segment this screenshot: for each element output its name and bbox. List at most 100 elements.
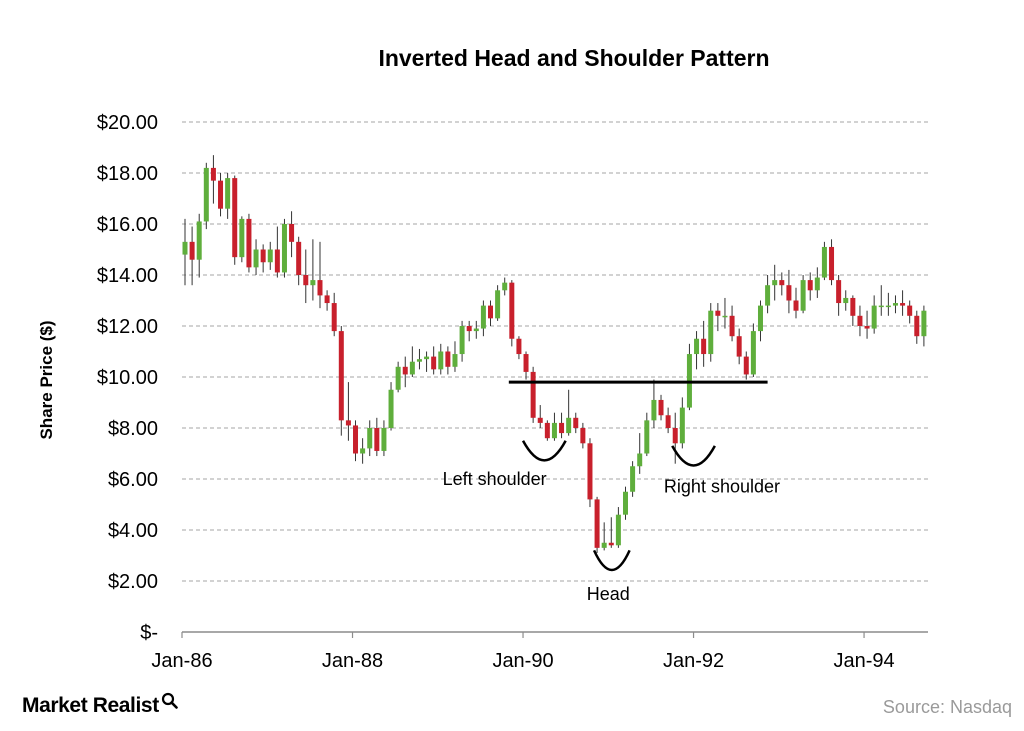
candle [473,320,479,339]
candle [871,295,877,334]
candle-body [551,422,557,439]
candle [239,216,245,263]
candle-body [914,315,920,337]
candle-body [708,310,714,355]
y-tick-label: $16.00 [97,214,158,236]
candle-body [182,241,188,255]
candle-body [260,249,266,263]
candle [757,300,763,342]
candle [253,239,259,275]
candle [914,310,920,344]
candle [296,236,302,286]
candle-body [338,331,344,421]
candle [743,351,749,380]
candle-body [715,310,721,316]
candle [608,517,614,548]
candle-body [495,290,501,319]
candle [388,382,394,431]
candle-body [729,315,735,337]
candle [793,287,799,319]
candle-body [601,542,607,548]
candle-body [289,224,295,242]
candle-body [409,361,415,375]
candle [196,213,202,278]
candle [573,412,579,434]
candle-body [416,359,422,362]
pattern-overlay: Left shoulder Head Right shoulder [443,380,780,604]
candle-body [480,305,486,329]
candle [267,241,273,270]
candle-body [779,280,785,286]
candle-body [367,428,373,449]
candle-body [274,249,280,273]
candle-body [637,453,643,467]
candle [189,226,195,286]
candle-body [821,246,827,278]
candle-body [679,407,685,444]
annotation-label: Left shoulder [443,469,547,489]
candle [551,412,557,441]
candle [289,211,295,258]
candle-body [885,305,891,308]
candle [203,162,209,230]
candle-body [296,241,302,275]
brand-name: Market Realist [22,694,159,717]
candle-body [303,275,309,286]
candle [651,379,657,428]
candle-body [559,422,565,434]
candle-body [445,351,451,367]
candle [416,348,422,370]
candle [900,290,906,316]
candle-body [907,305,913,316]
candle [843,290,849,311]
candle-body [878,305,884,308]
candle-body [694,338,700,355]
candle-body [608,542,614,546]
candle-body [630,466,636,492]
candle [587,438,593,508]
candle [644,412,650,457]
candle [580,422,586,449]
candle [488,300,494,326]
candle-body [672,428,678,444]
candle [750,323,756,377]
candle-body [459,326,465,355]
pattern-arc [592,549,631,572]
candle-body [800,280,806,311]
candle-body [488,305,494,319]
candle [466,320,472,342]
candle-body [239,218,245,258]
candle [622,486,628,520]
y-axis-ticks: $20.00 $18.00 $16.00 $14.00 $12.00 $10.00 $8.0… [97,112,158,644]
candle [729,305,735,342]
candle [232,175,238,265]
candle [779,272,785,296]
candle-body [402,366,408,375]
candle [694,331,700,370]
candle-body [473,328,479,332]
candle-body [757,305,763,332]
candle [658,394,664,421]
x-tick-label: Jan-92 [663,650,724,672]
candle-body [857,315,863,326]
candle [260,244,266,273]
candle [409,346,415,377]
candle [303,249,309,304]
candle [225,173,231,219]
candle-body [509,282,515,339]
candle [829,239,835,286]
x-tick-label: Jan-90 [492,650,553,672]
candle [381,420,387,457]
x-tick-label: Jan-86 [151,650,212,672]
y-tick-label: $20.00 [97,112,158,134]
candle-body [580,428,586,444]
candle [281,218,287,278]
candle-body [452,354,458,367]
candle [864,310,870,339]
candle [665,407,671,434]
candles [182,155,927,553]
candle-body [750,331,756,375]
candle [722,297,728,329]
candle-body [843,297,849,304]
candle-body [743,356,749,375]
